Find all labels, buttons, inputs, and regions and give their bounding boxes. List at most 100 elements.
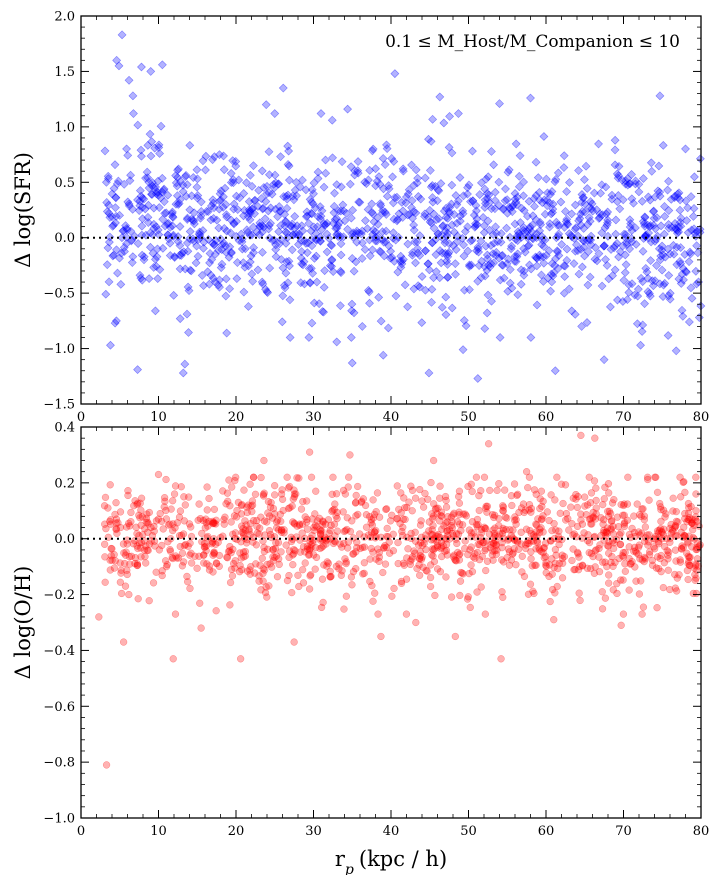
- data-point: [429, 273, 438, 283]
- data-point: [351, 257, 361, 267]
- data-point: [374, 292, 384, 302]
- data-point: [332, 490, 341, 498]
- data-point: [219, 151, 228, 161]
- data-point: [235, 193, 245, 203]
- data-point: [692, 241, 702, 251]
- data-point: [672, 228, 682, 238]
- data-point: [239, 211, 248, 221]
- data-point: [378, 350, 388, 360]
- data-point: [427, 297, 436, 307]
- data-point: [517, 528, 525, 536]
- data-point: [438, 221, 448, 231]
- data-point: [546, 189, 555, 199]
- data-point: [159, 185, 169, 195]
- data-point: [484, 260, 493, 270]
- data-point: [303, 497, 311, 505]
- data-point: [364, 285, 373, 295]
- data-point: [612, 169, 622, 179]
- data-point: [613, 191, 623, 200]
- data-point: [205, 258, 214, 268]
- data-point: [186, 584, 194, 593]
- data-point: [411, 258, 420, 268]
- data-point: [650, 192, 660, 202]
- data-point: [670, 193, 679, 203]
- x-tick-label: 70: [615, 824, 632, 839]
- data-point: [160, 221, 170, 231]
- data-point: [559, 151, 569, 161]
- data-point: [616, 540, 624, 549]
- data-point: [424, 213, 433, 222]
- data-point: [692, 560, 700, 568]
- data-point: [371, 589, 379, 597]
- data-point: [208, 155, 218, 165]
- data-point: [283, 233, 292, 243]
- data-point: [401, 515, 409, 524]
- data-point: [161, 497, 169, 505]
- data-point: [663, 244, 673, 254]
- data-point: [300, 236, 309, 246]
- data-point: [264, 170, 274, 180]
- data-point: [684, 560, 692, 568]
- data-point: [150, 306, 160, 316]
- data-point: [228, 483, 236, 491]
- data-point: [199, 281, 208, 291]
- data-point: [555, 527, 563, 535]
- data-point: [307, 571, 315, 579]
- data-point: [505, 265, 515, 274]
- data-point: [420, 246, 430, 256]
- data-point: [483, 216, 493, 226]
- data-point: [683, 203, 693, 213]
- data-point: [659, 280, 668, 290]
- data-point: [368, 225, 378, 235]
- data-point: [278, 83, 288, 93]
- data-point: [303, 545, 312, 553]
- data-point: [202, 519, 210, 527]
- data-point: [671, 224, 681, 234]
- data-point: [442, 256, 452, 266]
- data-point: [227, 518, 235, 526]
- data-point: [532, 545, 540, 553]
- data-point: [329, 208, 339, 218]
- data-point: [151, 542, 159, 550]
- data-point: [682, 216, 692, 225]
- data-point: [284, 256, 294, 266]
- data-point: [514, 545, 523, 553]
- data-point: [259, 183, 269, 192]
- data-point: [669, 494, 677, 502]
- data-point: [551, 589, 559, 597]
- data-point: [592, 205, 602, 215]
- data-point: [410, 237, 420, 247]
- data-point: [517, 203, 527, 213]
- data-point: [148, 230, 158, 240]
- data-point: [269, 183, 279, 193]
- data-point: [363, 205, 373, 214]
- data-point: [398, 206, 408, 216]
- data-point: [608, 271, 617, 281]
- data-point: [222, 328, 232, 338]
- data-point: [481, 199, 490, 208]
- data-point: [559, 559, 567, 567]
- data-point: [119, 179, 129, 189]
- data-point: [368, 245, 377, 255]
- data-point: [640, 299, 650, 309]
- data-point: [625, 244, 635, 254]
- data-point: [510, 189, 520, 198]
- data-point: [502, 223, 511, 233]
- data-point: [451, 632, 459, 641]
- data-point: [490, 539, 498, 548]
- data-point: [413, 244, 422, 254]
- data-point: [586, 231, 596, 241]
- data-point: [597, 180, 607, 190]
- data-point: [540, 544, 548, 552]
- data-point: [472, 220, 482, 229]
- data-point: [431, 250, 441, 260]
- data-point: [345, 473, 353, 481]
- data-point: [221, 210, 231, 220]
- data-point: [144, 200, 153, 210]
- data-point: [550, 616, 558, 624]
- data-point: [274, 227, 284, 237]
- data-point: [347, 254, 357, 263]
- data-point: [452, 218, 462, 228]
- data-point: [465, 285, 474, 295]
- data-point: [196, 213, 205, 223]
